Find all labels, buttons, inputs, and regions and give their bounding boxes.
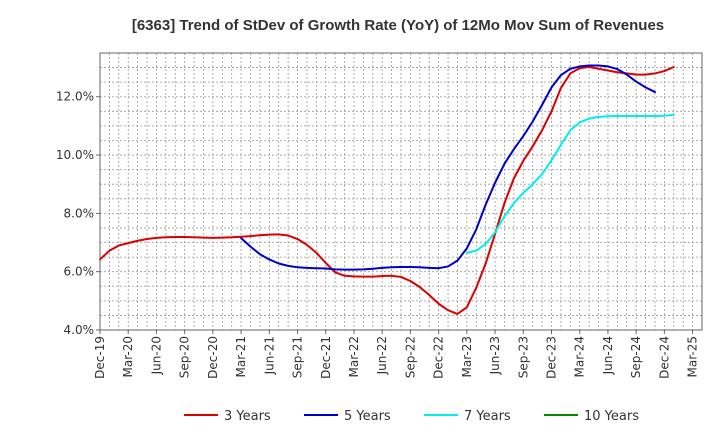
y-tick-label: 8.0% [64,206,95,220]
x-tick-label: Jun-21 [262,336,276,375]
x-tick-label: Mar-21 [234,336,248,377]
x-tick-label: Dec-20 [206,336,220,379]
x-tick-label: Sep-24 [629,336,643,378]
x-tick-label: Mar-20 [121,336,135,377]
x-tick-label: Jun-24 [601,336,615,375]
legend-label: 3 Years [224,409,271,424]
legend: 3 Years 5 Years 7 Years 10 Years [184,409,639,424]
x-tick-label: Sep-20 [178,336,192,378]
legend-label: 5 Years [344,409,391,424]
y-tick-label: 12.0% [56,90,94,104]
x-tick-label: Mar-22 [347,336,361,377]
axes: 4.0% 6.0% 8.0% 10.0% 12.0% Dec-19 Mar-20 Jun-20… [56,52,703,379]
x-tick-label: Jun-22 [375,336,389,375]
x-tick-label: Sep-23 [516,336,530,378]
legend-label: 10 Years [584,409,639,424]
x-tick-label: Mar-23 [460,336,474,377]
series-line-5-years [240,64,656,271]
y-tick-label: 10.0% [56,148,94,162]
plot-frame [99,52,703,331]
legend-item: 5 Years [304,409,391,424]
x-tick-label: Sep-22 [403,336,417,378]
series-line-3-years [99,66,675,315]
y-tick-label: 6.0% [64,265,95,279]
x-tick-label: Dec-23 [545,336,559,379]
x-tick-label: Dec-24 [657,336,671,379]
x-tick-label: Dec-22 [432,336,446,379]
x-tick-label: Sep-21 [291,336,305,378]
legend-item: 3 Years [184,409,271,424]
legend-item: 7 Years [424,409,511,424]
y-tick-label: 4.0% [64,323,95,337]
plot-area [100,53,702,330]
x-tick-label: Mar-24 [573,336,587,377]
series-layer [99,64,675,315]
series-line-7-years [465,113,675,254]
plot-background [100,53,702,330]
x-tick-label: Jun-20 [149,336,163,375]
chart-title: [6363] Trend of StDev of Growth Rate (Yo… [132,17,664,34]
x-tick-label: Jun-23 [488,336,502,375]
legend-label: 7 Years [464,409,511,424]
x-tick-label: Dec-21 [319,336,333,379]
grid [100,53,702,330]
x-tick-label: Mar-25 [686,336,700,377]
legend-item: 10 Years [544,409,639,424]
x-tick-label: Dec-19 [93,336,107,379]
